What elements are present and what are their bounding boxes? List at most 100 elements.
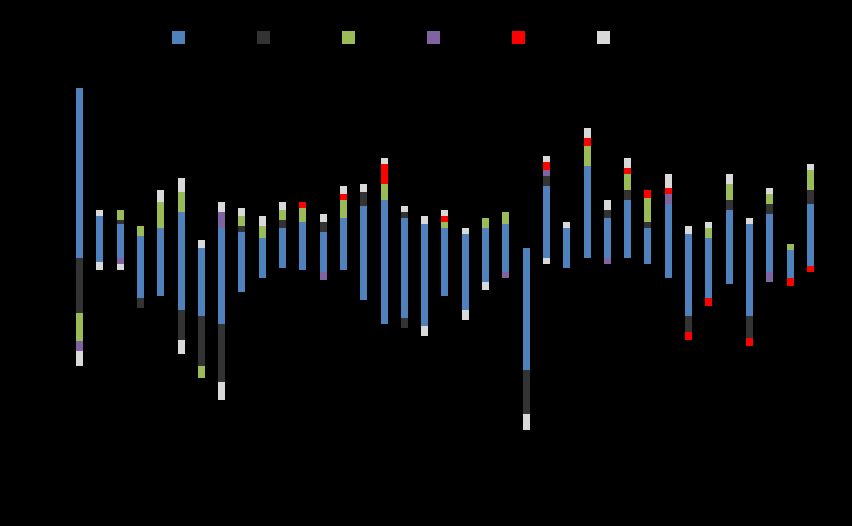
- bar-segment: [299, 202, 306, 208]
- bar-segment: [441, 216, 448, 222]
- bar-segment: [259, 258, 266, 278]
- bar-segment: [584, 138, 591, 146]
- plot-area: [66, 60, 830, 480]
- bar-segment: [178, 178, 185, 192]
- bar-segment: [218, 202, 225, 212]
- bar-segment: [178, 212, 185, 258]
- bar-segment: [218, 324, 225, 382]
- bar-segment: [137, 226, 144, 236]
- bar-segment: [238, 226, 245, 232]
- bar-segment: [685, 332, 692, 340]
- legend-item: [512, 31, 597, 44]
- bar-segment: [604, 218, 611, 258]
- bar-segment: [462, 258, 469, 310]
- bar-segment: [76, 258, 83, 313]
- legend-swatch-gray: [597, 31, 610, 44]
- bar-segment: [401, 318, 408, 328]
- bar-segment: [502, 258, 509, 272]
- bar-segment: [766, 258, 773, 272]
- bar-segment: [157, 258, 164, 296]
- bar-segment: [644, 198, 651, 222]
- legend-swatch-purple: [427, 31, 440, 44]
- bar-segment: [421, 224, 428, 258]
- bar-segment: [482, 282, 489, 290]
- bar-segment: [523, 414, 530, 430]
- bar-segment: [685, 234, 692, 258]
- bar-segment: [76, 351, 83, 366]
- bar-segment: [604, 258, 611, 264]
- bar-segment: [299, 208, 306, 222]
- bar-segment: [381, 158, 388, 164]
- bar-segment: [644, 222, 651, 228]
- bar-segment: [238, 208, 245, 216]
- bar-segment: [705, 258, 712, 298]
- legend-item: [257, 31, 342, 44]
- bar-segment: [685, 226, 692, 234]
- bar-segment: [441, 228, 448, 258]
- bar-segment: [299, 258, 306, 270]
- bar-segment: [482, 258, 489, 282]
- bar-segment: [584, 166, 591, 258]
- bar-segment: [381, 258, 388, 324]
- bar-segment: [705, 222, 712, 228]
- bar-segment: [726, 210, 733, 258]
- bar-segment: [787, 258, 794, 278]
- legend-swatch-blue: [172, 31, 185, 44]
- x-axis-line: [68, 258, 830, 259]
- bar-segment: [665, 188, 672, 194]
- bar-segment: [462, 310, 469, 320]
- bar-segment: [198, 258, 205, 316]
- bar-segment: [117, 224, 124, 258]
- bar-segment: [563, 222, 570, 228]
- bar-segment: [584, 128, 591, 138]
- bar-segment: [462, 228, 469, 234]
- bar-segment: [665, 204, 672, 258]
- legend-swatch-red: [512, 31, 525, 44]
- y-axis-line: [66, 60, 67, 480]
- bar-segment: [198, 316, 205, 366]
- bar-segment: [117, 258, 124, 264]
- bar-segment: [178, 310, 185, 340]
- bar-segment: [604, 210, 611, 218]
- bar-segment: [441, 210, 448, 216]
- bar-segment: [218, 212, 225, 228]
- bar-segment: [421, 326, 428, 336]
- bar-segment: [624, 168, 631, 174]
- bar-segment: [746, 316, 753, 338]
- bar-segment: [401, 206, 408, 212]
- bar-segment: [807, 258, 814, 266]
- bar-segment: [624, 158, 631, 168]
- bar-segment: [807, 170, 814, 190]
- bar-segment: [604, 200, 611, 210]
- bar-segment: [178, 258, 185, 310]
- bar-segment: [766, 272, 773, 282]
- bar-segment: [787, 278, 794, 286]
- bar-segment: [340, 186, 347, 194]
- bar-segment: [218, 258, 225, 324]
- bar-segment: [746, 258, 753, 316]
- bar-segment: [421, 258, 428, 326]
- bar-segment: [76, 313, 83, 341]
- bar-segment: [279, 258, 286, 268]
- legend-item: [597, 31, 682, 44]
- bar-segment: [178, 192, 185, 212]
- bar-segment: [117, 210, 124, 220]
- bar-segment: [76, 88, 83, 258]
- bar-segment: [665, 174, 672, 188]
- legend: [172, 31, 682, 44]
- bar-segment: [238, 232, 245, 258]
- bar-segment: [543, 156, 550, 162]
- bar-segment: [807, 204, 814, 258]
- bar-segment: [563, 228, 570, 258]
- bar-segment: [299, 222, 306, 258]
- bar-segment: [381, 200, 388, 258]
- bar-segment: [543, 170, 550, 176]
- bar-segment: [543, 162, 550, 170]
- bar-segment: [644, 190, 651, 198]
- legend-item: [342, 31, 427, 44]
- bar-segment: [320, 258, 327, 272]
- bar-segment: [157, 190, 164, 202]
- bar-segment: [685, 258, 692, 316]
- bar-segment: [766, 194, 773, 204]
- bar-segment: [482, 228, 489, 258]
